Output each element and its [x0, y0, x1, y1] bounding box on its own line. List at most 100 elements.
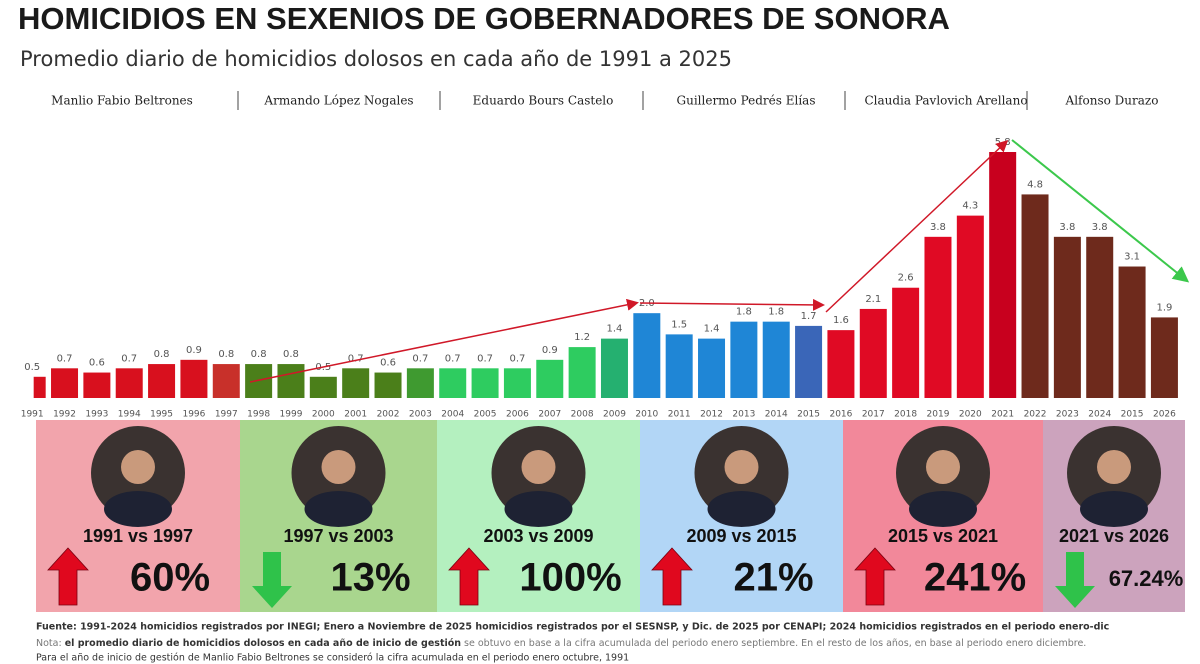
- x-tick-label: 2021: [991, 410, 1014, 420]
- note-label: Nota:: [36, 638, 65, 649]
- trend-arrow: [854, 547, 896, 606]
- x-tick-label: 2001: [344, 410, 367, 420]
- x-tick-label: 2005: [474, 410, 497, 420]
- x-tick-label: 1999: [280, 410, 303, 420]
- x-tick-label: 2004: [441, 410, 464, 420]
- bar: [600, 338, 628, 398]
- x-tick-label: 1996: [182, 410, 205, 420]
- bar: [1086, 236, 1114, 398]
- x-tick-label: 2003: [409, 410, 432, 420]
- governor-name: Guillermo Pedrés Elías: [677, 94, 816, 108]
- value-label: 1.6: [833, 315, 849, 326]
- trend-arrow: [448, 547, 490, 606]
- x-tick-label: 2022: [1024, 410, 1047, 420]
- value-label: 1.8: [768, 307, 784, 318]
- portrait-head: [521, 450, 556, 484]
- value-label: 0.8: [283, 349, 299, 360]
- percent-change: 21%: [733, 556, 813, 600]
- comparison-label: 2015 vs 2021: [888, 526, 998, 546]
- value-label: 3.1: [1124, 252, 1140, 263]
- trend-arrow: [651, 547, 693, 606]
- x-tick-label: 2012: [700, 410, 723, 420]
- value-label: 0.7: [509, 353, 525, 364]
- value-label: 1.4: [607, 324, 623, 335]
- note-bold: el promedio diario de homicidios dolosos…: [65, 638, 462, 649]
- value-label: 0.9: [542, 345, 558, 356]
- note-rest: se obtuvo en base a la cifra acumulada d…: [461, 638, 1086, 649]
- comparison-label: 1991 vs 1997: [83, 526, 193, 546]
- bar: [406, 368, 434, 398]
- governor-name: Claudia Pavlovich Arellano: [864, 94, 1027, 108]
- percent-change: 60%: [130, 556, 210, 600]
- bar: [1053, 236, 1081, 398]
- value-label: 3.8: [1059, 222, 1075, 233]
- bar: [730, 321, 758, 398]
- x-tick-label: 2013: [732, 410, 755, 420]
- value-label: 1.2: [574, 332, 590, 343]
- portrait-head: [321, 450, 356, 484]
- x-tick-label: 1995: [150, 410, 173, 420]
- x-tick-label: 1994: [118, 410, 141, 420]
- bar: [989, 152, 1017, 398]
- bar: [245, 364, 273, 398]
- value-label: 5.8: [995, 137, 1011, 148]
- trend-arrow: [47, 547, 89, 606]
- bar: [309, 376, 337, 398]
- x-tick-label: 2008: [571, 410, 594, 420]
- bar: [115, 368, 143, 398]
- value-label: 0.9: [186, 345, 202, 356]
- portrait-body: [1080, 491, 1148, 527]
- x-tick-label: 2015: [797, 410, 820, 420]
- value-label: 2.1: [865, 294, 881, 305]
- portrait-body: [707, 491, 776, 527]
- bar: [859, 308, 887, 398]
- bar: [892, 287, 920, 398]
- bar: [342, 368, 370, 398]
- governor-name: Manlio Fabio Beltrones: [51, 94, 193, 108]
- value-label: 0.8: [251, 349, 267, 360]
- portrait-head: [121, 450, 155, 484]
- x-tick-label: 1998: [247, 410, 270, 420]
- x-tick-label: 2010: [635, 410, 658, 420]
- x-tick-label: 2015: [1121, 410, 1144, 420]
- value-label: 2.6: [898, 273, 914, 284]
- chart-subtitle: Promedio diario de homicidios dolosos en…: [20, 47, 732, 71]
- bar: [827, 330, 855, 398]
- value-label: 0.7: [445, 353, 461, 364]
- bar: [1150, 317, 1178, 398]
- portrait-body: [504, 491, 573, 527]
- x-tick-label: 2016: [829, 410, 852, 420]
- bar: [33, 376, 46, 398]
- bar: [536, 359, 564, 398]
- x-tick-label: 2019: [927, 410, 950, 420]
- footnote-note: Nota: el promedio diario de homicidios d…: [36, 638, 1086, 649]
- x-tick-label: 1997: [215, 410, 238, 420]
- comparison-label: 1997 vs 2003: [283, 526, 393, 546]
- value-label: 1.4: [704, 324, 720, 335]
- bar: [698, 338, 726, 398]
- x-tick-label: 2000: [312, 410, 335, 420]
- bar: [1118, 266, 1146, 398]
- bar: [956, 215, 984, 398]
- x-tick-label: 2011: [668, 410, 691, 420]
- portrait-body: [104, 491, 172, 527]
- x-tick-label: 2018: [894, 410, 917, 420]
- percent-change: 100%: [519, 556, 621, 600]
- value-label: 0.7: [348, 353, 364, 364]
- value-label: 0.8: [154, 349, 170, 360]
- value-label: 0.6: [89, 358, 105, 369]
- bar: [51, 368, 79, 398]
- value-label: 1.7: [801, 311, 817, 322]
- trend-arrow: [252, 552, 292, 608]
- x-tick-label: 1991: [21, 410, 44, 420]
- value-label: 1.8: [736, 307, 752, 318]
- x-tick-label: 1993: [85, 410, 108, 420]
- x-tick-label: 2002: [377, 410, 400, 420]
- governor-name: Alfonso Durazo: [1065, 94, 1159, 108]
- percent-change: 13%: [330, 556, 410, 600]
- x-tick-label: 2026: [1153, 410, 1176, 420]
- bar: [924, 236, 952, 398]
- trend-arrows: [249, 139, 1190, 383]
- value-label: 1.9: [1156, 302, 1172, 313]
- comparison-label: 2003 vs 2009: [483, 526, 593, 546]
